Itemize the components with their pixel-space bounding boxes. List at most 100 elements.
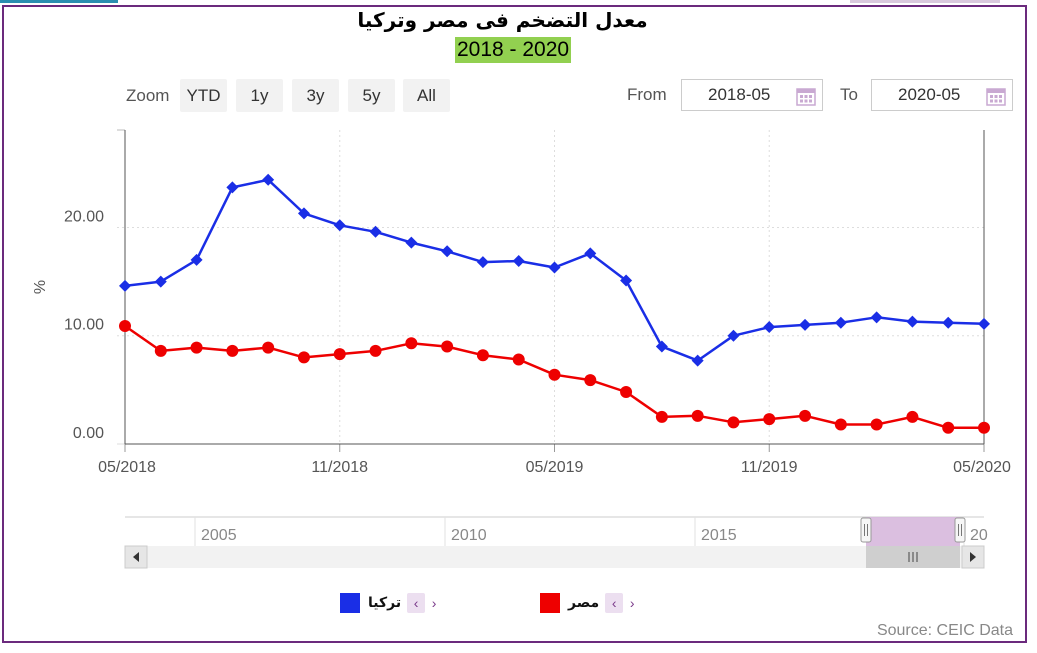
navigator-label: 20 [970, 527, 988, 544]
zoom-label: Zoom [126, 86, 170, 105]
top-accent-line-left [0, 0, 118, 3]
chevron-left-icon[interactable]: ‹ [605, 593, 624, 613]
navigator-selected-range[interactable] [866, 517, 960, 546]
data-point-turkey[interactable] [691, 354, 704, 367]
data-point-turkey[interactable] [476, 256, 489, 269]
data-point-egypt[interactable] [834, 418, 847, 431]
zoom-all-button[interactable]: All [403, 79, 450, 112]
arrow-right-icon [970, 552, 976, 562]
chart-frame [2, 5, 1027, 643]
data-point-egypt[interactable] [548, 368, 561, 381]
data-point-egypt[interactable] [906, 410, 919, 423]
from-date-value: 2018-05 [708, 85, 771, 104]
data-point-egypt[interactable] [799, 409, 812, 422]
chevron-right-icon[interactable]: › [629, 595, 635, 611]
data-point-turkey[interactable] [727, 329, 740, 342]
arrow-left-icon [133, 552, 139, 562]
calendar-icon[interactable] [796, 86, 816, 111]
chart-subtitle: 2018 - 2020 [455, 37, 572, 63]
zoom-5y-button[interactable]: 5y [348, 79, 395, 112]
data-point-egypt[interactable] [369, 344, 382, 357]
data-point-turkey[interactable] [297, 207, 310, 220]
from-label: From [627, 85, 667, 104]
calendar-icon[interactable] [986, 86, 1006, 111]
to-date-value: 2020-05 [898, 85, 961, 104]
data-point-egypt[interactable] [978, 421, 990, 434]
data-point-turkey[interactable] [548, 261, 561, 274]
data-point-turkey[interactable] [226, 181, 239, 194]
navigator-scrollbar-track[interactable] [125, 546, 984, 568]
source-credit: Source: CEIC Data [876, 622, 1013, 639]
zoom-3y-button[interactable]: 3y [292, 79, 339, 112]
data-point-egypt[interactable] [942, 421, 955, 434]
chevron-right-icon[interactable]: › [431, 595, 437, 611]
to-date-input[interactable]: 2020-05 [871, 79, 1013, 111]
data-point-egypt[interactable] [441, 340, 454, 353]
legend-item-egypt[interactable]: مصر ‹ › [540, 592, 641, 614]
data-point-turkey[interactable] [369, 225, 382, 238]
data-point-turkey[interactable] [799, 318, 812, 331]
data-point-egypt[interactable] [763, 413, 776, 426]
series-layer [119, 173, 990, 434]
y-axis-label: % [32, 280, 49, 294]
data-point-egypt[interactable] [584, 374, 597, 387]
data-point-egypt[interactable] [154, 344, 167, 357]
navigator-label: 2015 [701, 527, 737, 544]
axes: 0.00 10.00 20.00 05/2018 11/2018 05/2019 11/20… [32, 129, 1011, 476]
x-tick-label: 11/2019 [741, 459, 798, 476]
data-point-egypt[interactable] [262, 341, 275, 354]
from-date-input[interactable]: 2018-05 [681, 79, 823, 111]
navigator-label: 2005 [201, 527, 237, 544]
data-point-turkey[interactable] [584, 247, 597, 260]
data-point-turkey[interactable] [655, 340, 668, 353]
data-point-egypt[interactable] [190, 341, 203, 354]
data-point-turkey[interactable] [763, 321, 776, 334]
data-point-turkey[interactable] [620, 274, 633, 287]
data-point-turkey[interactable] [190, 253, 203, 266]
zoom-1y-button[interactable]: 1y [236, 79, 283, 112]
data-point-egypt[interactable] [512, 353, 525, 366]
chevron-left-icon[interactable]: ‹ [407, 593, 426, 613]
top-accent-line-right [850, 0, 1000, 3]
data-point-turkey[interactable] [906, 315, 919, 328]
x-tick-label: 11/2018 [311, 459, 368, 476]
data-point-turkey[interactable] [870, 311, 883, 324]
to-label: To [840, 85, 858, 104]
y-tick-label: 0.00 [73, 425, 104, 442]
data-point-egypt[interactable] [119, 319, 131, 332]
x-tick-label: 05/2019 [526, 459, 584, 476]
data-point-egypt[interactable] [727, 416, 740, 429]
zoom-ytd-button[interactable]: YTD [180, 79, 227, 112]
chart-title: معدل التضخم فى مصر وتركيا [357, 8, 648, 32]
data-point-turkey[interactable] [978, 317, 990, 330]
data-point-turkey[interactable] [333, 219, 346, 232]
data-point-egypt[interactable] [405, 337, 418, 350]
data-point-egypt[interactable] [226, 344, 239, 357]
data-point-egypt[interactable] [655, 410, 668, 423]
navigator[interactable]: 2005 2010 2015 20 [124, 516, 988, 569]
data-point-egypt[interactable] [620, 386, 633, 399]
data-point-egypt[interactable] [476, 349, 489, 362]
navigator-handle[interactable] [954, 517, 966, 543]
y-tick-label: 10.00 [64, 317, 104, 334]
y-tick-label: 20.00 [64, 208, 104, 225]
x-tick-label: 05/2018 [98, 459, 156, 476]
data-point-turkey[interactable] [262, 173, 275, 186]
data-point-egypt[interactable] [297, 351, 310, 364]
legend-arrows[interactable]: ‹ › [605, 593, 641, 613]
data-point-turkey[interactable] [441, 245, 454, 258]
data-point-egypt[interactable] [333, 348, 346, 361]
legend-item-turkey[interactable]: تركيا ‹ › [340, 592, 443, 614]
data-point-turkey[interactable] [119, 279, 131, 292]
data-point-turkey[interactable] [834, 316, 847, 329]
data-point-turkey[interactable] [512, 255, 525, 268]
grid [117, 130, 984, 445]
legend-arrows[interactable]: ‹ › [407, 593, 443, 613]
data-point-turkey[interactable] [405, 236, 418, 249]
data-point-turkey[interactable] [154, 275, 167, 288]
navigator-handle[interactable] [860, 517, 872, 543]
data-point-egypt[interactable] [870, 418, 883, 431]
data-point-egypt[interactable] [691, 409, 704, 422]
data-point-turkey[interactable] [942, 316, 955, 329]
